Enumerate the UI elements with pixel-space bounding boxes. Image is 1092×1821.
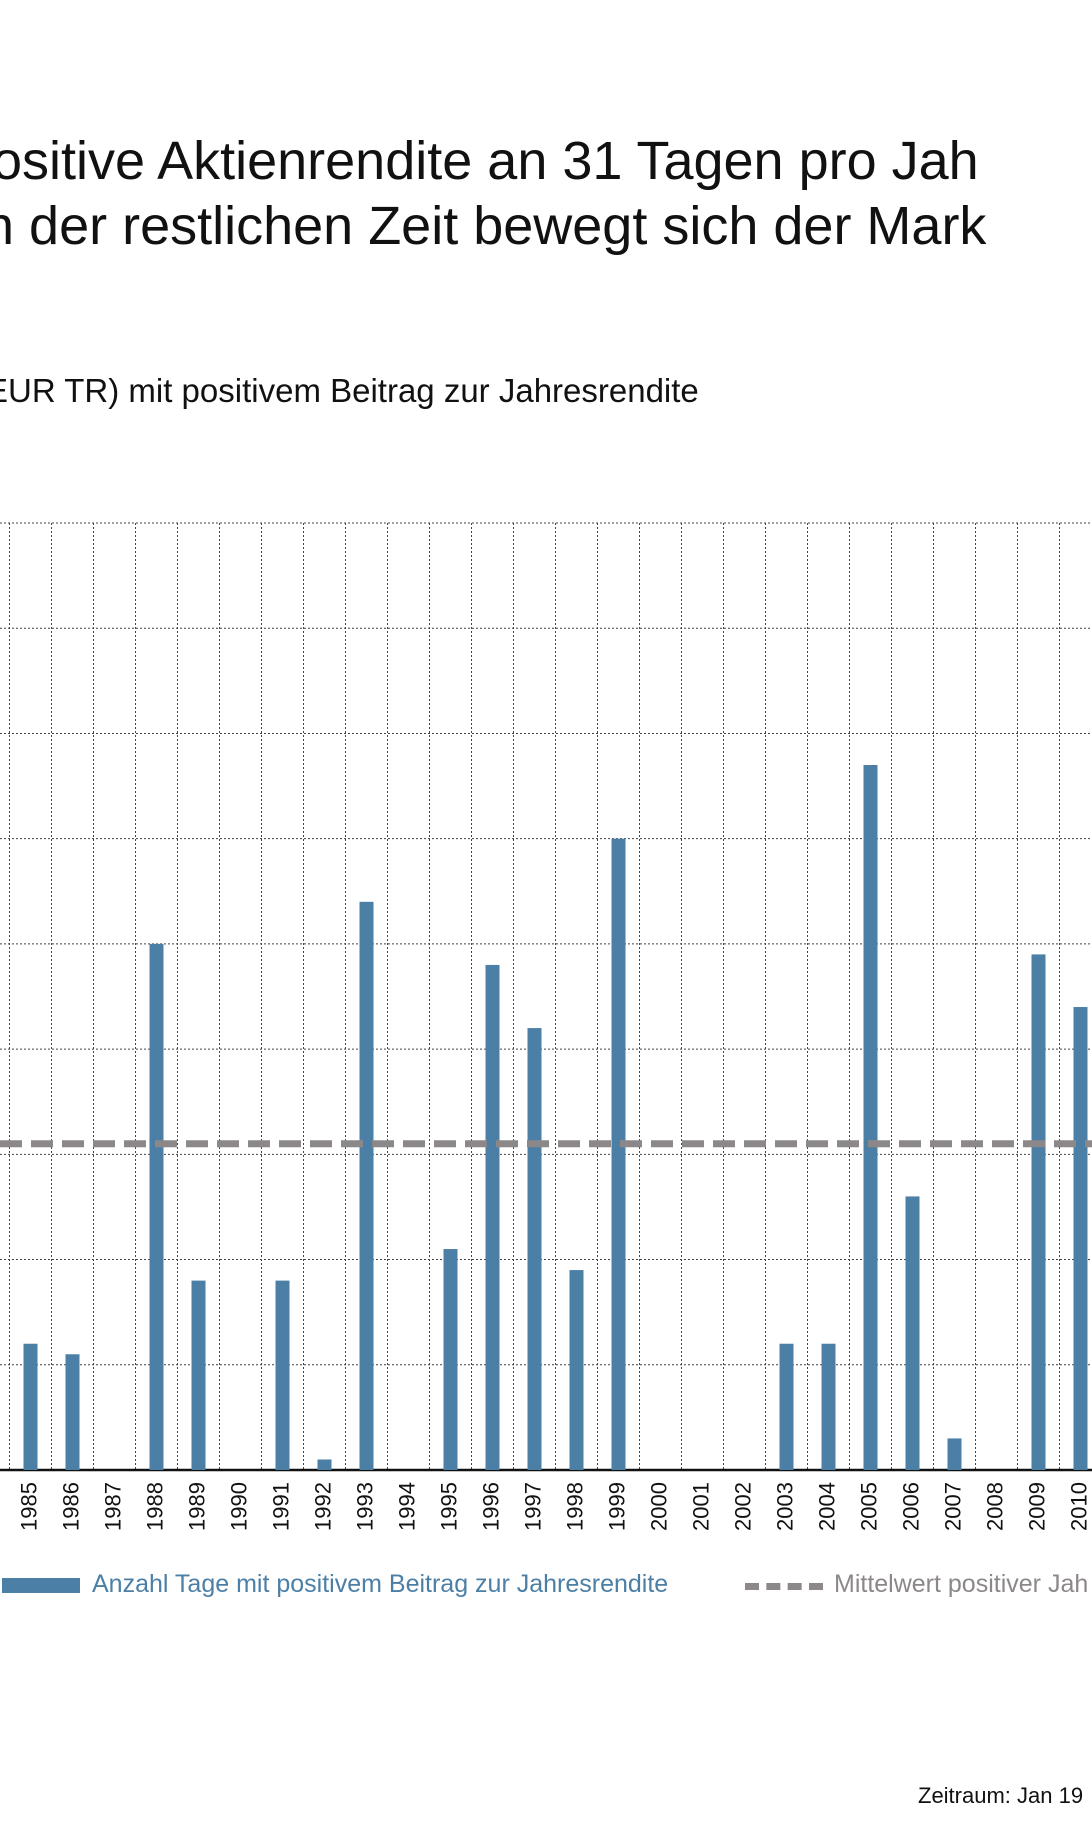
x-tick-label: 2001: [688, 1482, 713, 1531]
x-tick-label: 2004: [814, 1482, 839, 1531]
bar: [905, 1196, 920, 1470]
bar: [359, 901, 374, 1470]
bar: [275, 1280, 290, 1470]
x-tick-label: 1995: [436, 1482, 461, 1531]
legend-bar-swatch: [2, 1578, 80, 1593]
x-tick-label: 1991: [268, 1482, 293, 1531]
x-tick-label: 1986: [58, 1482, 83, 1531]
bar-chart: 1985 1986 1987 1988 1989 1990 1991 1992 1993 1994…: [0, 522, 1092, 1531]
bar: [1031, 954, 1046, 1470]
chart-title-line-1: ositive Aktienrendite an 31 Tagen pro Ja…: [0, 131, 979, 191]
chart-legend: Anzahl Tage mit positivem Beitrag zur Ja…: [0, 1570, 1092, 1600]
x-tick-label: 1988: [142, 1482, 167, 1531]
x-tick-label: 1998: [562, 1482, 587, 1531]
x-tick-label: 1997: [520, 1482, 545, 1531]
bar: [569, 1270, 584, 1470]
x-tick-label: 1992: [310, 1482, 335, 1531]
x-tick-label: 1996: [478, 1482, 503, 1531]
chart-subtitle: EUR TR) mit positivem Beitrag zur Jahres…: [0, 372, 699, 409]
bar: [779, 1343, 794, 1470]
x-tick-label: 2007: [940, 1482, 965, 1531]
bar: [527, 1028, 542, 1470]
bar: [23, 1343, 38, 1470]
x-tick-label: 1990: [226, 1482, 251, 1531]
x-tick-label: 1994: [394, 1482, 419, 1531]
x-tick-label: 1987: [100, 1482, 125, 1531]
x-tick-label: 2003: [772, 1482, 797, 1531]
bar: [821, 1343, 836, 1470]
x-tick-label: 2010: [1066, 1482, 1091, 1531]
chart-title-line-2: n der restlichen Zeit bewegt sich der Ma…: [0, 196, 987, 256]
bar: [611, 838, 626, 1470]
chart-x-tick-labels: 1985 1986 1987 1988 1989 1990 1991 1992 1993 1994…: [16, 1482, 1091, 1531]
x-tick-label: 2002: [730, 1482, 755, 1531]
bar: [65, 1354, 80, 1470]
x-tick-label: 1993: [352, 1482, 377, 1531]
bar: [443, 1249, 458, 1470]
bar: [149, 943, 164, 1470]
source-note: Zeitraum: Jan 19: [918, 1783, 1084, 1808]
x-tick-label: 2000: [646, 1482, 671, 1531]
legend-mean-label: Mittelwert positiver Jah: [834, 1570, 1089, 1598]
x-tick-label: 2005: [856, 1482, 881, 1531]
legend-bar-label: Anzahl Tage mit positivem Beitrag zur Ja…: [92, 1570, 669, 1598]
x-tick-label: 2008: [982, 1482, 1007, 1531]
bar: [1073, 1007, 1088, 1470]
x-tick-label: 1999: [604, 1482, 629, 1531]
x-tick-label: 1989: [184, 1482, 209, 1531]
chart-bars: [23, 765, 1088, 1470]
bar: [317, 1459, 332, 1470]
bar: [485, 964, 500, 1470]
chart-grid: [0, 522, 1092, 1472]
bar: [863, 765, 878, 1470]
bar: [191, 1280, 206, 1470]
x-tick-label: 1985: [16, 1482, 41, 1531]
x-tick-label: 2009: [1024, 1482, 1049, 1531]
bar: [947, 1438, 962, 1470]
x-tick-label: 2006: [898, 1482, 923, 1531]
legend-mean-swatch: [745, 1583, 823, 1590]
